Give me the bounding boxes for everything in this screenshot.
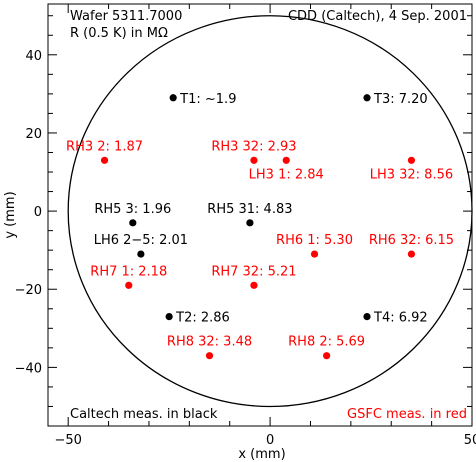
data-point (205, 352, 214, 360)
data-point (137, 250, 145, 258)
wafer-circle (67, 15, 473, 408)
data-point-label: T1: ~1.9 (179, 92, 236, 107)
footer-caltech-legend: Caltech meas. in black (70, 407, 218, 422)
title-wafer: Wafer 5311.7000 (70, 9, 182, 24)
data-point (323, 352, 331, 360)
data-point-label: RH6 32: 6.15 (369, 233, 454, 248)
y-tick-label: −40 (15, 361, 42, 376)
data-point-label: RH8 32: 3.48 (167, 335, 252, 350)
data-point (363, 94, 371, 102)
axis-tick-labels: −50 0 50 −40 −20 0 20 40 (15, 49, 476, 448)
data-point-label: RH8 2: 5.69 (288, 335, 365, 350)
y-tick-label: 0 (34, 205, 42, 220)
x-tick-label: 50 (464, 433, 476, 448)
x-tick-label: 0 (266, 433, 274, 448)
data-point-label: T3: 7.20 (373, 92, 428, 107)
title-resistance-units: R (0.5 K) in MΩ (70, 26, 168, 41)
data-point (282, 156, 290, 164)
data-point (125, 281, 133, 289)
data-point-label: T4: 6.92 (373, 311, 428, 326)
data-point-label: RH7 1: 2.18 (90, 264, 167, 279)
data-point-label: LH6 2−5: 2.01 (94, 233, 188, 248)
data-point (407, 156, 416, 164)
data-point (169, 94, 177, 102)
data-point (310, 250, 319, 258)
footer-gsfc-legend: GSFC meas. in red (347, 407, 467, 422)
data-point-label: T2: 2.86 (175, 311, 230, 326)
data-point-label: RH3 32: 2.93 (211, 139, 296, 154)
data-point (363, 312, 371, 321)
data-point-label: RH5 3: 1.96 (94, 202, 171, 217)
title-source-date: CDD (Caltech), 4 Sep. 2001 (288, 9, 467, 24)
data-point (165, 312, 173, 321)
data-point (100, 156, 109, 164)
y-tick-label: −20 (15, 283, 42, 298)
x-tick-label: −50 (54, 433, 81, 448)
data-point (250, 156, 258, 164)
axis-ticks (48, 4, 473, 427)
data-point-label: RH6 1: 5.30 (276, 233, 353, 248)
x-axis-label: x (mm) (238, 447, 285, 462)
data-point-labels: T1: ~1.9 T3: 7.20 RH5 3: 1.96 RH5 31: 4.83 L… (66, 92, 454, 350)
data-point (129, 219, 137, 227)
data-point (250, 281, 258, 289)
data-point-label: RH3 2: 1.87 (66, 139, 143, 154)
data-point-label: RH7 32: 5.21 (211, 264, 296, 279)
y-tick-label: 40 (25, 49, 42, 64)
data-point-label: RH5 31: 4.83 (207, 202, 292, 217)
data-point (407, 250, 416, 258)
wafer-outline (67, 15, 473, 408)
data-point-label: LH3 1: 2.84 (249, 167, 324, 182)
data-points (100, 94, 416, 360)
data-point (246, 219, 254, 227)
y-tick-label: 20 (25, 127, 42, 142)
data-point-label: LH3 32: 8.56 (370, 167, 453, 182)
y-axis-label: y (mm) (3, 191, 18, 238)
